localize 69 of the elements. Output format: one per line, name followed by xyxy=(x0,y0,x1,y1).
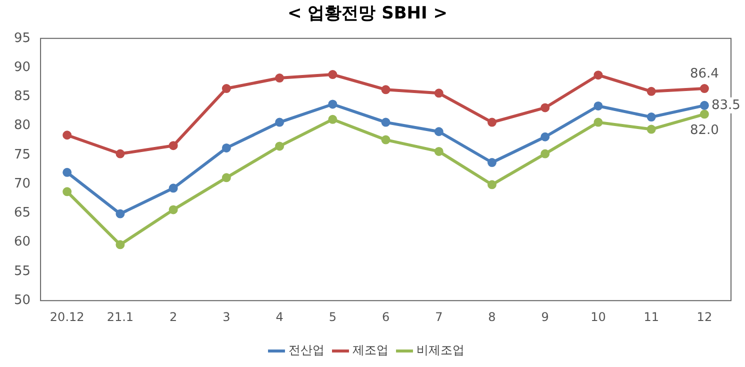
y-tick-label: 65 xyxy=(14,206,31,221)
point xyxy=(434,146,444,156)
point xyxy=(62,168,72,177)
x-tick-label: 8 xyxy=(488,310,496,324)
chart-title: < 업황전망 SBHI > xyxy=(288,4,448,24)
point xyxy=(275,118,284,127)
point xyxy=(646,124,656,134)
point xyxy=(62,187,72,196)
legend-label: 전산업 xyxy=(288,343,324,358)
point xyxy=(381,85,390,94)
point xyxy=(275,142,284,151)
point xyxy=(487,180,496,190)
point xyxy=(540,103,550,112)
y-tick-label: 85 xyxy=(14,89,31,104)
legend-label: 제조업 xyxy=(352,343,388,358)
point xyxy=(594,70,603,80)
point xyxy=(700,110,709,119)
y-tick-label: 75 xyxy=(14,147,31,162)
point xyxy=(646,112,656,122)
point xyxy=(222,84,231,94)
point xyxy=(222,173,231,182)
x-tick-label: 20.12 xyxy=(50,310,84,324)
point xyxy=(487,118,496,127)
data-label: 86.4 xyxy=(690,66,719,82)
point xyxy=(116,240,125,250)
point xyxy=(62,130,72,140)
point xyxy=(328,70,338,80)
point xyxy=(434,127,444,136)
point xyxy=(594,101,603,110)
point xyxy=(328,114,338,124)
point xyxy=(540,132,550,142)
legend-label: 비제조업 xyxy=(416,343,464,358)
point xyxy=(168,205,178,214)
data-label: 82.0 xyxy=(690,123,719,138)
x-tick-label: 4 xyxy=(276,310,284,324)
point xyxy=(540,149,550,158)
x-tick-label: 7 xyxy=(435,310,443,324)
x-tick-label: 10 xyxy=(590,310,606,324)
y-tick-label: 70 xyxy=(14,176,31,192)
point xyxy=(646,86,656,96)
x-tick-label: 2 xyxy=(170,310,178,324)
x-tick-label: 3 xyxy=(222,310,230,324)
point xyxy=(116,149,125,158)
x-tick-label: 21.1 xyxy=(106,310,134,324)
point xyxy=(381,118,390,127)
point xyxy=(434,88,444,98)
y-tick-label: 60 xyxy=(14,234,31,250)
y-tick-label: 95 xyxy=(14,30,31,46)
y-tick-label: 50 xyxy=(14,292,31,308)
x-tick-label: 6 xyxy=(382,310,390,324)
point xyxy=(700,84,709,94)
point xyxy=(275,74,284,83)
point xyxy=(487,158,496,168)
point xyxy=(381,135,390,144)
y-tick-label: 80 xyxy=(14,118,31,134)
y-tick-label: 55 xyxy=(14,264,31,279)
data-label: 83.5 xyxy=(711,98,740,113)
point xyxy=(116,209,125,218)
point xyxy=(328,100,338,109)
x-tick-label: 12 xyxy=(696,310,712,324)
point xyxy=(168,141,178,150)
point xyxy=(700,100,709,110)
point xyxy=(222,143,231,152)
point xyxy=(168,184,178,193)
point xyxy=(594,118,603,127)
y-tick-label: 90 xyxy=(14,60,31,75)
x-tick-label: 5 xyxy=(328,310,336,324)
x-tick-label: 11 xyxy=(644,310,659,324)
x-tick-label: 9 xyxy=(541,310,549,324)
